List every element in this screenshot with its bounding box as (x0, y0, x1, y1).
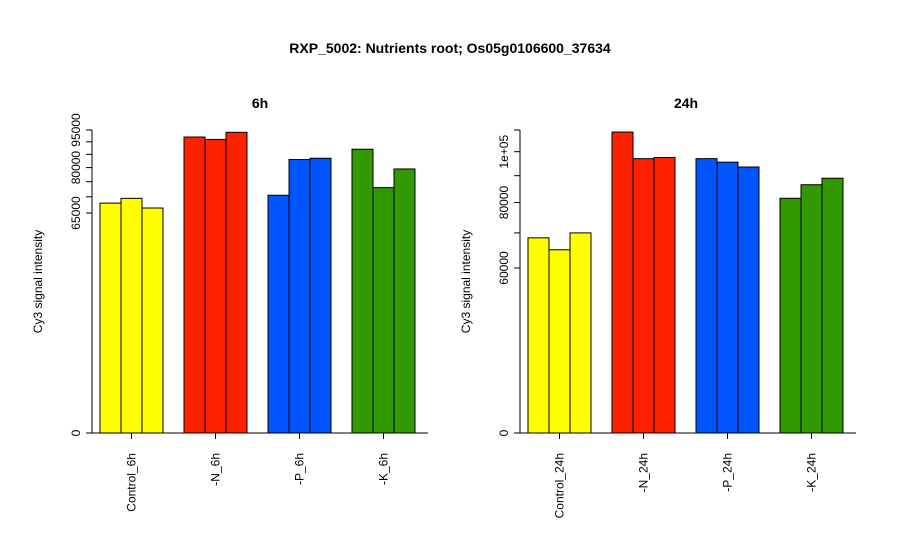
panel-title: 24h (674, 95, 698, 111)
x-category-label: -P_6h (293, 453, 307, 485)
bar--P_6h-2 (288, 159, 311, 434)
bar--N_24h-2 (632, 158, 655, 434)
bar--N_6h-3 (225, 131, 248, 434)
bar--N_24h-3 (653, 156, 676, 434)
x-category-label: Control_24h (553, 453, 567, 518)
bar--P_24h-1 (695, 158, 718, 434)
bar--K_6h-3 (393, 168, 416, 434)
bar-Control_24h-1 (527, 237, 550, 434)
bar--K_6h-2 (372, 187, 395, 434)
bar-Control_6h-2 (120, 197, 143, 434)
y-tick-label: 95000 (69, 113, 83, 147)
bar-Control_6h-3 (141, 207, 164, 434)
y-axis-label: Cy3 signal intensity (31, 230, 45, 333)
x-category-label: -N_6h (209, 453, 223, 486)
y-tick-label: 80000 (497, 185, 511, 219)
bar--P_24h-2 (716, 161, 739, 434)
x-category-label: -P_24h (721, 453, 735, 492)
chart-title: RXP_5002: Nutrients root; Os05g0106600_3… (289, 40, 611, 56)
bar--P_6h-3 (309, 157, 332, 434)
y-tick-label: 1e+05 (497, 135, 511, 169)
y-tick-label: 0 (497, 429, 511, 436)
bar--K_24h-1 (779, 197, 802, 434)
x-category-label: Control_6h (125, 453, 139, 512)
bar--K_24h-2 (800, 184, 823, 434)
chart-panel-1: 6h Cy3 signal intensity 0 65000 80000 95000 Co… (31, 95, 428, 512)
bar-Control_24h-2 (548, 249, 571, 434)
y-tick-label: 0 (69, 429, 83, 436)
bar-Control_24h-3 (569, 232, 592, 434)
bar--K_6h-1 (351, 148, 374, 434)
x-category-label: -K_6h (377, 453, 391, 485)
y-tick-label: 80000 (69, 151, 83, 185)
bar-Control_6h-1 (99, 202, 122, 434)
x-category-label: -K_24h (805, 453, 819, 492)
panel-title: 6h (252, 95, 268, 111)
bar--K_24h-3 (821, 177, 844, 434)
bar--P_24h-3 (737, 166, 760, 434)
chart-panel-2: 24h Cy3 signal intensity 0 60000 80000 1e+05 C… (459, 95, 856, 518)
x-category-label: -N_24h (637, 453, 651, 492)
y-tick-label: 65000 (69, 196, 83, 230)
y-axis-label: Cy3 signal intensity (459, 230, 473, 333)
bar--P_6h-1 (267, 194, 290, 434)
bar--N_6h-1 (183, 136, 206, 434)
bar--N_24h-1 (611, 131, 634, 434)
y-tick-label: 60000 (497, 251, 511, 285)
bar--N_6h-2 (204, 138, 227, 434)
